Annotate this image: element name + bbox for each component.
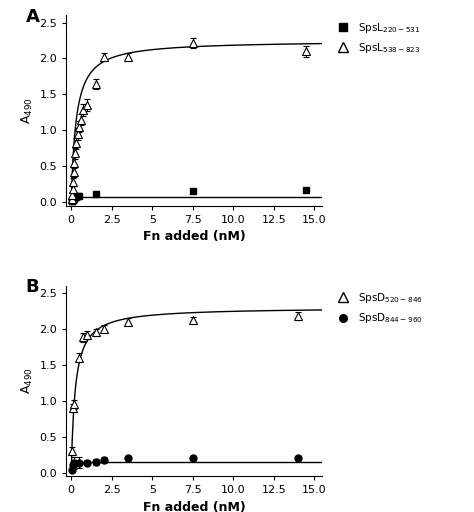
Legend: SpsL$_{220-531}$, SpsL$_{538-823}$: SpsL$_{220-531}$, SpsL$_{538-823}$ (333, 20, 420, 55)
Y-axis label: A$_{490}$: A$_{490}$ (20, 368, 36, 394)
Y-axis label: A$_{490}$: A$_{490}$ (20, 97, 36, 124)
Legend: SpsD$_{520-846}$, SpsD$_{844-960}$: SpsD$_{520-846}$, SpsD$_{844-960}$ (333, 291, 422, 325)
X-axis label: Fn added (nM): Fn added (nM) (143, 501, 246, 512)
Text: B: B (26, 278, 39, 296)
Text: A: A (26, 8, 39, 26)
X-axis label: Fn added (nM): Fn added (nM) (143, 230, 246, 243)
